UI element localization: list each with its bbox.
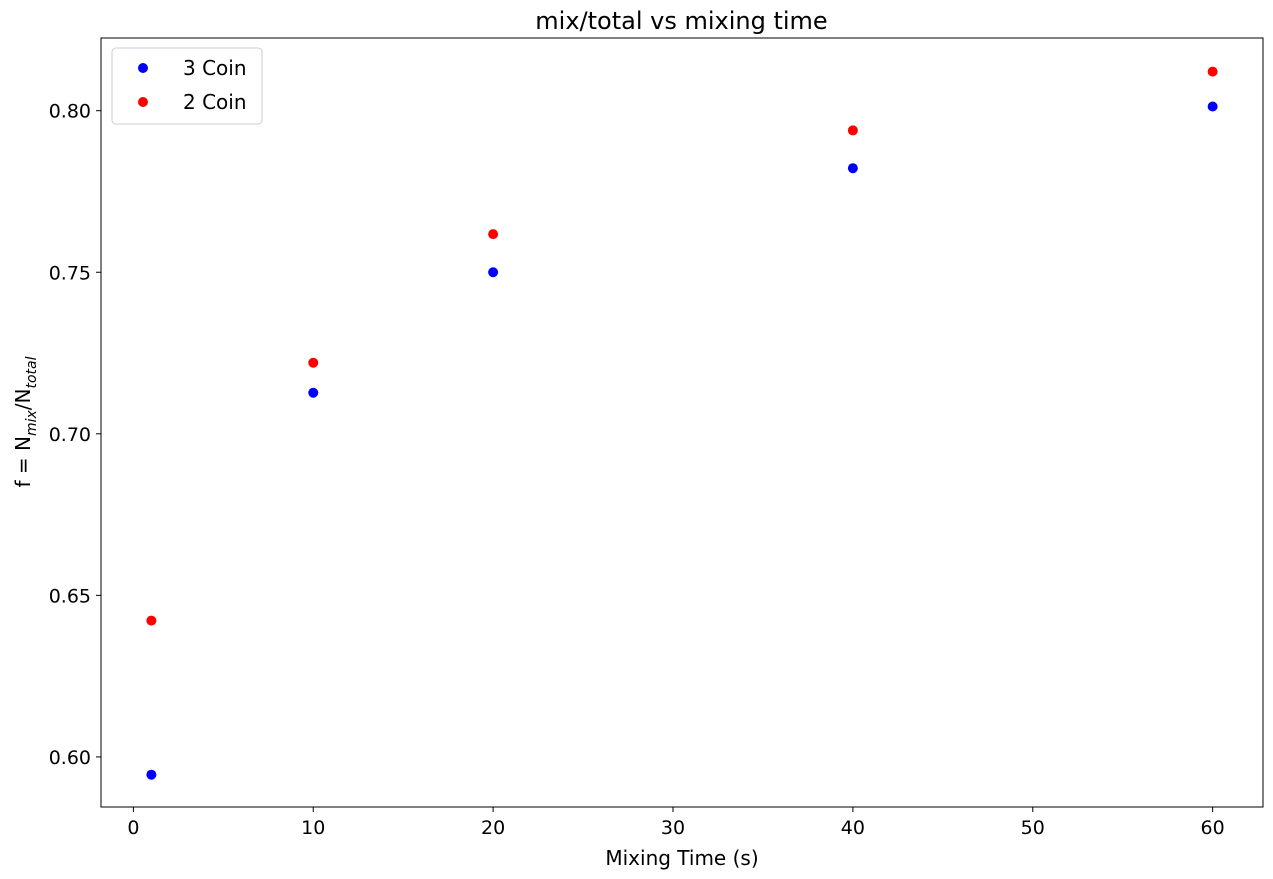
- y-tick-label: 0.75: [49, 262, 91, 284]
- data-point-2-coin: [488, 229, 499, 240]
- plot-area: [146, 66, 1218, 780]
- data-point-3-coin: [488, 267, 499, 278]
- y-axis-title-sub-mix: mix: [24, 409, 40, 436]
- y-tick-label: 0.80: [49, 101, 91, 123]
- y-axis-title-sub-total: total: [24, 356, 40, 388]
- x-tick-label: 30: [661, 817, 685, 839]
- x-tick-label: 20: [481, 817, 505, 839]
- y-tick-label: 0.65: [49, 585, 91, 607]
- chart-title: mix/total vs mixing time: [535, 7, 827, 35]
- y-axis-title-middle: /N: [11, 389, 35, 411]
- x-tick-label: 10: [301, 817, 325, 839]
- x-tick-label: 60: [1201, 817, 1225, 839]
- legend-marker-3-coin: [138, 63, 148, 73]
- y-tick-label: 0.60: [49, 747, 91, 769]
- data-point-2-coin: [847, 125, 858, 136]
- legend-label-2-coin: 2 Coin: [183, 90, 247, 114]
- data-point-3-coin: [847, 163, 858, 174]
- legend-label-3-coin: 3 Coin: [183, 56, 247, 80]
- legend: 3 Coin 2 Coin: [111, 47, 263, 125]
- data-point-2-coin: [308, 357, 319, 368]
- x-tick-label: 50: [1021, 817, 1045, 839]
- x-axis: 0 10 20 30 40 50 60: [127, 807, 1225, 839]
- y-axis-title-prefix: f = N: [11, 436, 35, 487]
- x-tick-label: 0: [127, 817, 139, 839]
- y-tick-label: 0.70: [49, 424, 91, 446]
- data-point-2-coin: [146, 615, 157, 626]
- data-point-3-coin: [308, 387, 319, 398]
- legend-marker-2-coin: [138, 97, 148, 107]
- data-point-3-coin: [146, 769, 157, 780]
- data-point-2-coin: [1207, 66, 1218, 77]
- x-axis-title: Mixing Time (s): [605, 846, 758, 870]
- plot-frame: [100, 37, 1264, 808]
- legend-box: [111, 47, 263, 125]
- data-point-3-coin: [1207, 101, 1218, 112]
- x-tick-label: 40: [841, 817, 865, 839]
- y-axis: 0.60 0.65 0.70 0.75 0.80: [49, 101, 101, 769]
- y-axis-title: f = Nmix/Ntotal: [11, 356, 40, 487]
